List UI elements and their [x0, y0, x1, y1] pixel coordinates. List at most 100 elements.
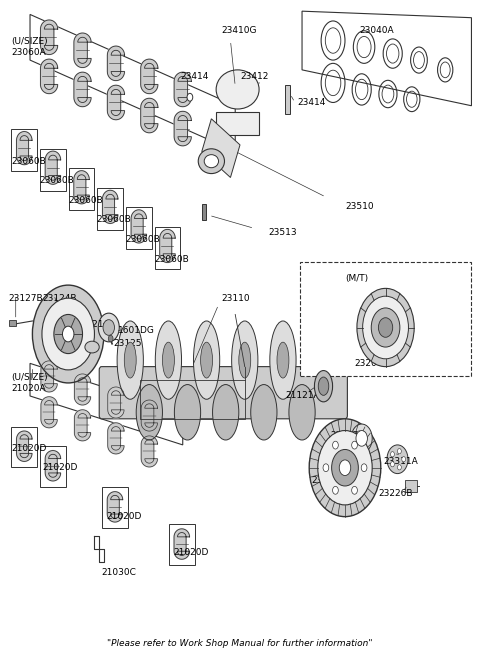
- Bar: [285, 85, 290, 113]
- Polygon shape: [174, 72, 192, 107]
- Text: 23040A: 23040A: [360, 26, 394, 35]
- Text: 23513: 23513: [269, 229, 297, 237]
- Polygon shape: [17, 132, 32, 164]
- Circle shape: [339, 460, 351, 476]
- Text: 23410G: 23410G: [221, 26, 256, 35]
- Text: 21020D: 21020D: [11, 443, 46, 453]
- FancyBboxPatch shape: [69, 168, 95, 210]
- Polygon shape: [108, 387, 124, 418]
- Text: "Please refer to Work Shop Manual for further information": "Please refer to Work Shop Manual for fu…: [107, 639, 373, 648]
- Polygon shape: [102, 190, 118, 223]
- Circle shape: [333, 487, 338, 495]
- Bar: [405, 480, 417, 492]
- FancyBboxPatch shape: [300, 262, 471, 377]
- Circle shape: [378, 318, 393, 337]
- Polygon shape: [41, 397, 57, 428]
- FancyBboxPatch shape: [102, 487, 128, 528]
- Bar: [202, 204, 205, 220]
- Text: 21121A: 21121A: [285, 392, 320, 400]
- Polygon shape: [74, 410, 91, 441]
- Ellipse shape: [232, 321, 258, 400]
- Ellipse shape: [136, 384, 162, 440]
- Ellipse shape: [213, 384, 239, 440]
- Ellipse shape: [156, 321, 181, 400]
- Polygon shape: [74, 374, 91, 405]
- Circle shape: [391, 462, 395, 467]
- Polygon shape: [108, 423, 124, 454]
- Ellipse shape: [270, 321, 296, 400]
- Polygon shape: [141, 436, 157, 467]
- FancyBboxPatch shape: [12, 426, 37, 467]
- Text: 21020D: 21020D: [42, 463, 77, 472]
- Ellipse shape: [198, 149, 225, 174]
- Text: 23060B: 23060B: [39, 176, 74, 185]
- Text: 23060B: 23060B: [11, 157, 46, 166]
- Circle shape: [103, 320, 115, 335]
- Bar: [216, 112, 259, 135]
- Text: (U/SIZE)
23060A: (U/SIZE) 23060A: [11, 37, 48, 57]
- Polygon shape: [160, 229, 175, 263]
- Polygon shape: [108, 46, 124, 81]
- Circle shape: [391, 452, 395, 457]
- Polygon shape: [40, 20, 58, 54]
- Polygon shape: [141, 400, 157, 431]
- Text: 21020D: 21020D: [173, 548, 209, 557]
- Text: 23110: 23110: [221, 293, 250, 303]
- Text: 23125: 23125: [114, 339, 142, 348]
- Text: 21020D: 21020D: [107, 512, 142, 521]
- FancyBboxPatch shape: [12, 129, 37, 171]
- Polygon shape: [74, 72, 91, 107]
- Text: 23060B: 23060B: [68, 196, 103, 205]
- Text: 23226B: 23226B: [378, 489, 413, 498]
- Polygon shape: [141, 98, 158, 133]
- Bar: [140, 380, 245, 419]
- Ellipse shape: [289, 384, 315, 440]
- Ellipse shape: [277, 342, 289, 378]
- Text: 23124B: 23124B: [42, 293, 76, 303]
- Circle shape: [357, 288, 414, 367]
- Circle shape: [371, 308, 400, 347]
- Circle shape: [108, 335, 113, 342]
- Circle shape: [352, 441, 358, 449]
- Ellipse shape: [251, 384, 277, 440]
- Bar: [9, 320, 16, 326]
- Circle shape: [352, 487, 358, 495]
- Ellipse shape: [193, 321, 220, 400]
- Ellipse shape: [162, 342, 174, 378]
- Text: 23510: 23510: [345, 202, 373, 212]
- Circle shape: [361, 464, 367, 472]
- Text: 21030C: 21030C: [102, 568, 136, 576]
- Polygon shape: [131, 210, 146, 243]
- Polygon shape: [17, 431, 32, 461]
- Polygon shape: [202, 119, 240, 178]
- Text: 23127B: 23127B: [9, 293, 43, 303]
- Text: 23060B: 23060B: [125, 235, 160, 244]
- Ellipse shape: [124, 342, 136, 378]
- Ellipse shape: [314, 371, 333, 402]
- Text: 23200B: 23200B: [355, 359, 389, 368]
- Ellipse shape: [204, 155, 218, 168]
- Circle shape: [42, 298, 95, 370]
- Circle shape: [397, 449, 401, 454]
- FancyBboxPatch shape: [40, 149, 66, 191]
- Text: 23414: 23414: [180, 72, 209, 81]
- Circle shape: [62, 326, 74, 342]
- Circle shape: [54, 314, 83, 354]
- Polygon shape: [45, 151, 60, 184]
- Text: 23200D: 23200D: [312, 476, 347, 485]
- Ellipse shape: [174, 384, 201, 440]
- Polygon shape: [107, 492, 123, 522]
- FancyBboxPatch shape: [155, 227, 180, 269]
- FancyBboxPatch shape: [97, 188, 123, 230]
- Text: 23412: 23412: [240, 72, 268, 81]
- Text: 23121A: 23121A: [75, 320, 110, 329]
- Ellipse shape: [239, 342, 251, 378]
- Circle shape: [332, 449, 359, 486]
- Polygon shape: [174, 529, 190, 559]
- Circle shape: [351, 424, 372, 453]
- Circle shape: [397, 464, 401, 470]
- Circle shape: [98, 313, 119, 342]
- Polygon shape: [74, 171, 89, 204]
- Circle shape: [363, 296, 408, 359]
- Polygon shape: [40, 59, 58, 94]
